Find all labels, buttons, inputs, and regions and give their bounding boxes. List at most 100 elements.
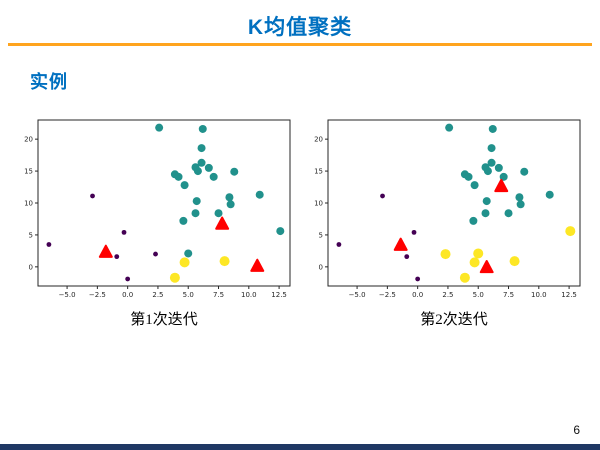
scatter-canvas-iteration-1: −5.0 −2.5 0.0 2.5 5.0 7.5 10.0 12.5 0 5 10 15 20 xyxy=(24,119,291,299)
svg-text:7.5: 7.5 xyxy=(503,291,514,299)
data-point xyxy=(504,209,513,218)
svg-text:5: 5 xyxy=(319,231,323,239)
series-centroids xyxy=(393,178,509,274)
data-point xyxy=(193,167,202,176)
data-point xyxy=(225,193,234,202)
data-point xyxy=(499,172,508,181)
series-cluster-yellow xyxy=(440,226,576,283)
svg-text:−5.0: −5.0 xyxy=(349,291,366,299)
data-point xyxy=(459,272,470,283)
data-point xyxy=(121,229,127,235)
data-point xyxy=(481,209,490,218)
data-point xyxy=(214,209,223,218)
data-point xyxy=(469,257,480,268)
y-axis-ticks: 0 5 10 15 20 xyxy=(24,136,38,271)
series-cluster-purple xyxy=(336,193,421,282)
title-underline xyxy=(8,43,592,46)
scatter-plot-iteration-2: −5.0 −2.5 0.0 2.5 5.0 7.5 10.0 12.5 0 5 10 15 20 第2次… xyxy=(304,106,586,329)
data-point xyxy=(198,124,207,133)
y-axis-ticks: 0 5 10 15 20 xyxy=(314,136,328,271)
svg-text:2.5: 2.5 xyxy=(442,291,453,299)
x-axis-ticks: −5.0 −2.5 0.0 2.5 5.0 7.5 10.0 12.5 xyxy=(59,286,287,299)
axes-frame xyxy=(37,119,291,287)
data-point xyxy=(520,167,529,176)
centroid-marker xyxy=(215,216,230,230)
plots-row: −5.0 −2.5 0.0 2.5 5.0 7.5 10.0 12.5 0 5 10 15 20 第1次… xyxy=(14,106,586,329)
footer-bar xyxy=(0,444,600,450)
svg-text:0.0: 0.0 xyxy=(122,291,133,299)
centroid-marker xyxy=(494,178,509,193)
centroid-marker xyxy=(98,244,113,258)
data-point xyxy=(179,216,188,225)
x-axis-ticks: −5.0 −2.5 0.0 2.5 5.0 7.5 10.0 12.5 xyxy=(349,286,577,299)
svg-text:2.5: 2.5 xyxy=(152,291,163,299)
data-point xyxy=(488,124,497,133)
svg-text:5: 5 xyxy=(29,231,33,239)
svg-text:15: 15 xyxy=(314,168,323,176)
svg-text:10: 10 xyxy=(24,200,33,208)
svg-text:12.5: 12.5 xyxy=(271,291,287,299)
data-point xyxy=(464,172,473,181)
svg-text:0.0: 0.0 xyxy=(412,291,423,299)
series-cluster-teal xyxy=(155,123,285,258)
data-point xyxy=(169,272,180,283)
svg-text:10: 10 xyxy=(314,200,323,208)
data-point xyxy=(255,190,264,199)
svg-text:10.0: 10.0 xyxy=(241,291,257,299)
data-point xyxy=(226,200,235,209)
data-point xyxy=(179,257,190,268)
data-point xyxy=(411,229,417,235)
data-point xyxy=(155,123,164,132)
scatter-canvas-iteration-2: −5.0 −2.5 0.0 2.5 5.0 7.5 10.0 12.5 0 5 10 15 20 xyxy=(314,119,581,299)
data-point xyxy=(125,276,131,282)
section-label: 实例 xyxy=(30,72,68,92)
data-point xyxy=(494,163,503,172)
data-point xyxy=(197,144,206,153)
svg-text:0: 0 xyxy=(319,263,323,271)
data-point xyxy=(487,158,496,167)
data-point xyxy=(336,242,342,247)
data-point xyxy=(482,197,491,206)
svg-text:−2.5: −2.5 xyxy=(89,291,106,299)
data-point xyxy=(415,276,421,282)
data-point xyxy=(440,249,451,260)
data-point xyxy=(469,216,478,225)
data-point xyxy=(515,193,524,202)
data-point xyxy=(184,249,193,258)
data-point xyxy=(445,123,454,132)
data-point xyxy=(180,181,189,190)
data-point xyxy=(197,158,206,167)
data-point xyxy=(473,248,484,259)
svg-text:20: 20 xyxy=(24,136,33,144)
data-point xyxy=(209,172,218,181)
data-point xyxy=(276,227,285,236)
data-point xyxy=(470,181,479,190)
data-point xyxy=(380,193,385,199)
centroid-marker xyxy=(250,258,265,272)
data-point xyxy=(192,197,201,206)
scatter-plot-iteration-1: −5.0 −2.5 0.0 2.5 5.0 7.5 10.0 12.5 0 5 10 15 20 第1次… xyxy=(14,106,296,329)
svg-text:5.0: 5.0 xyxy=(473,291,484,299)
data-point xyxy=(487,144,496,153)
data-point xyxy=(219,256,230,267)
data-point xyxy=(174,172,183,181)
data-point xyxy=(204,163,213,172)
svg-text:15: 15 xyxy=(24,168,33,176)
data-point xyxy=(545,190,554,199)
plot-caption-iteration-1: 第1次迭代 xyxy=(130,312,198,328)
series-cluster-purple xyxy=(46,193,158,282)
svg-text:5.0: 5.0 xyxy=(183,291,194,299)
svg-text:20: 20 xyxy=(314,136,323,144)
series-centroids xyxy=(98,216,265,272)
data-point xyxy=(90,193,95,199)
centroid-marker xyxy=(393,237,408,251)
page-number: 6 xyxy=(573,423,580,437)
data-point xyxy=(114,254,120,260)
data-point xyxy=(509,256,520,267)
data-point xyxy=(483,167,492,176)
data-point xyxy=(516,200,525,209)
slide-title: K均值聚类 xyxy=(247,16,353,39)
series-cluster-teal xyxy=(445,123,554,225)
svg-text:7.5: 7.5 xyxy=(213,291,224,299)
svg-text:10.0: 10.0 xyxy=(531,291,547,299)
